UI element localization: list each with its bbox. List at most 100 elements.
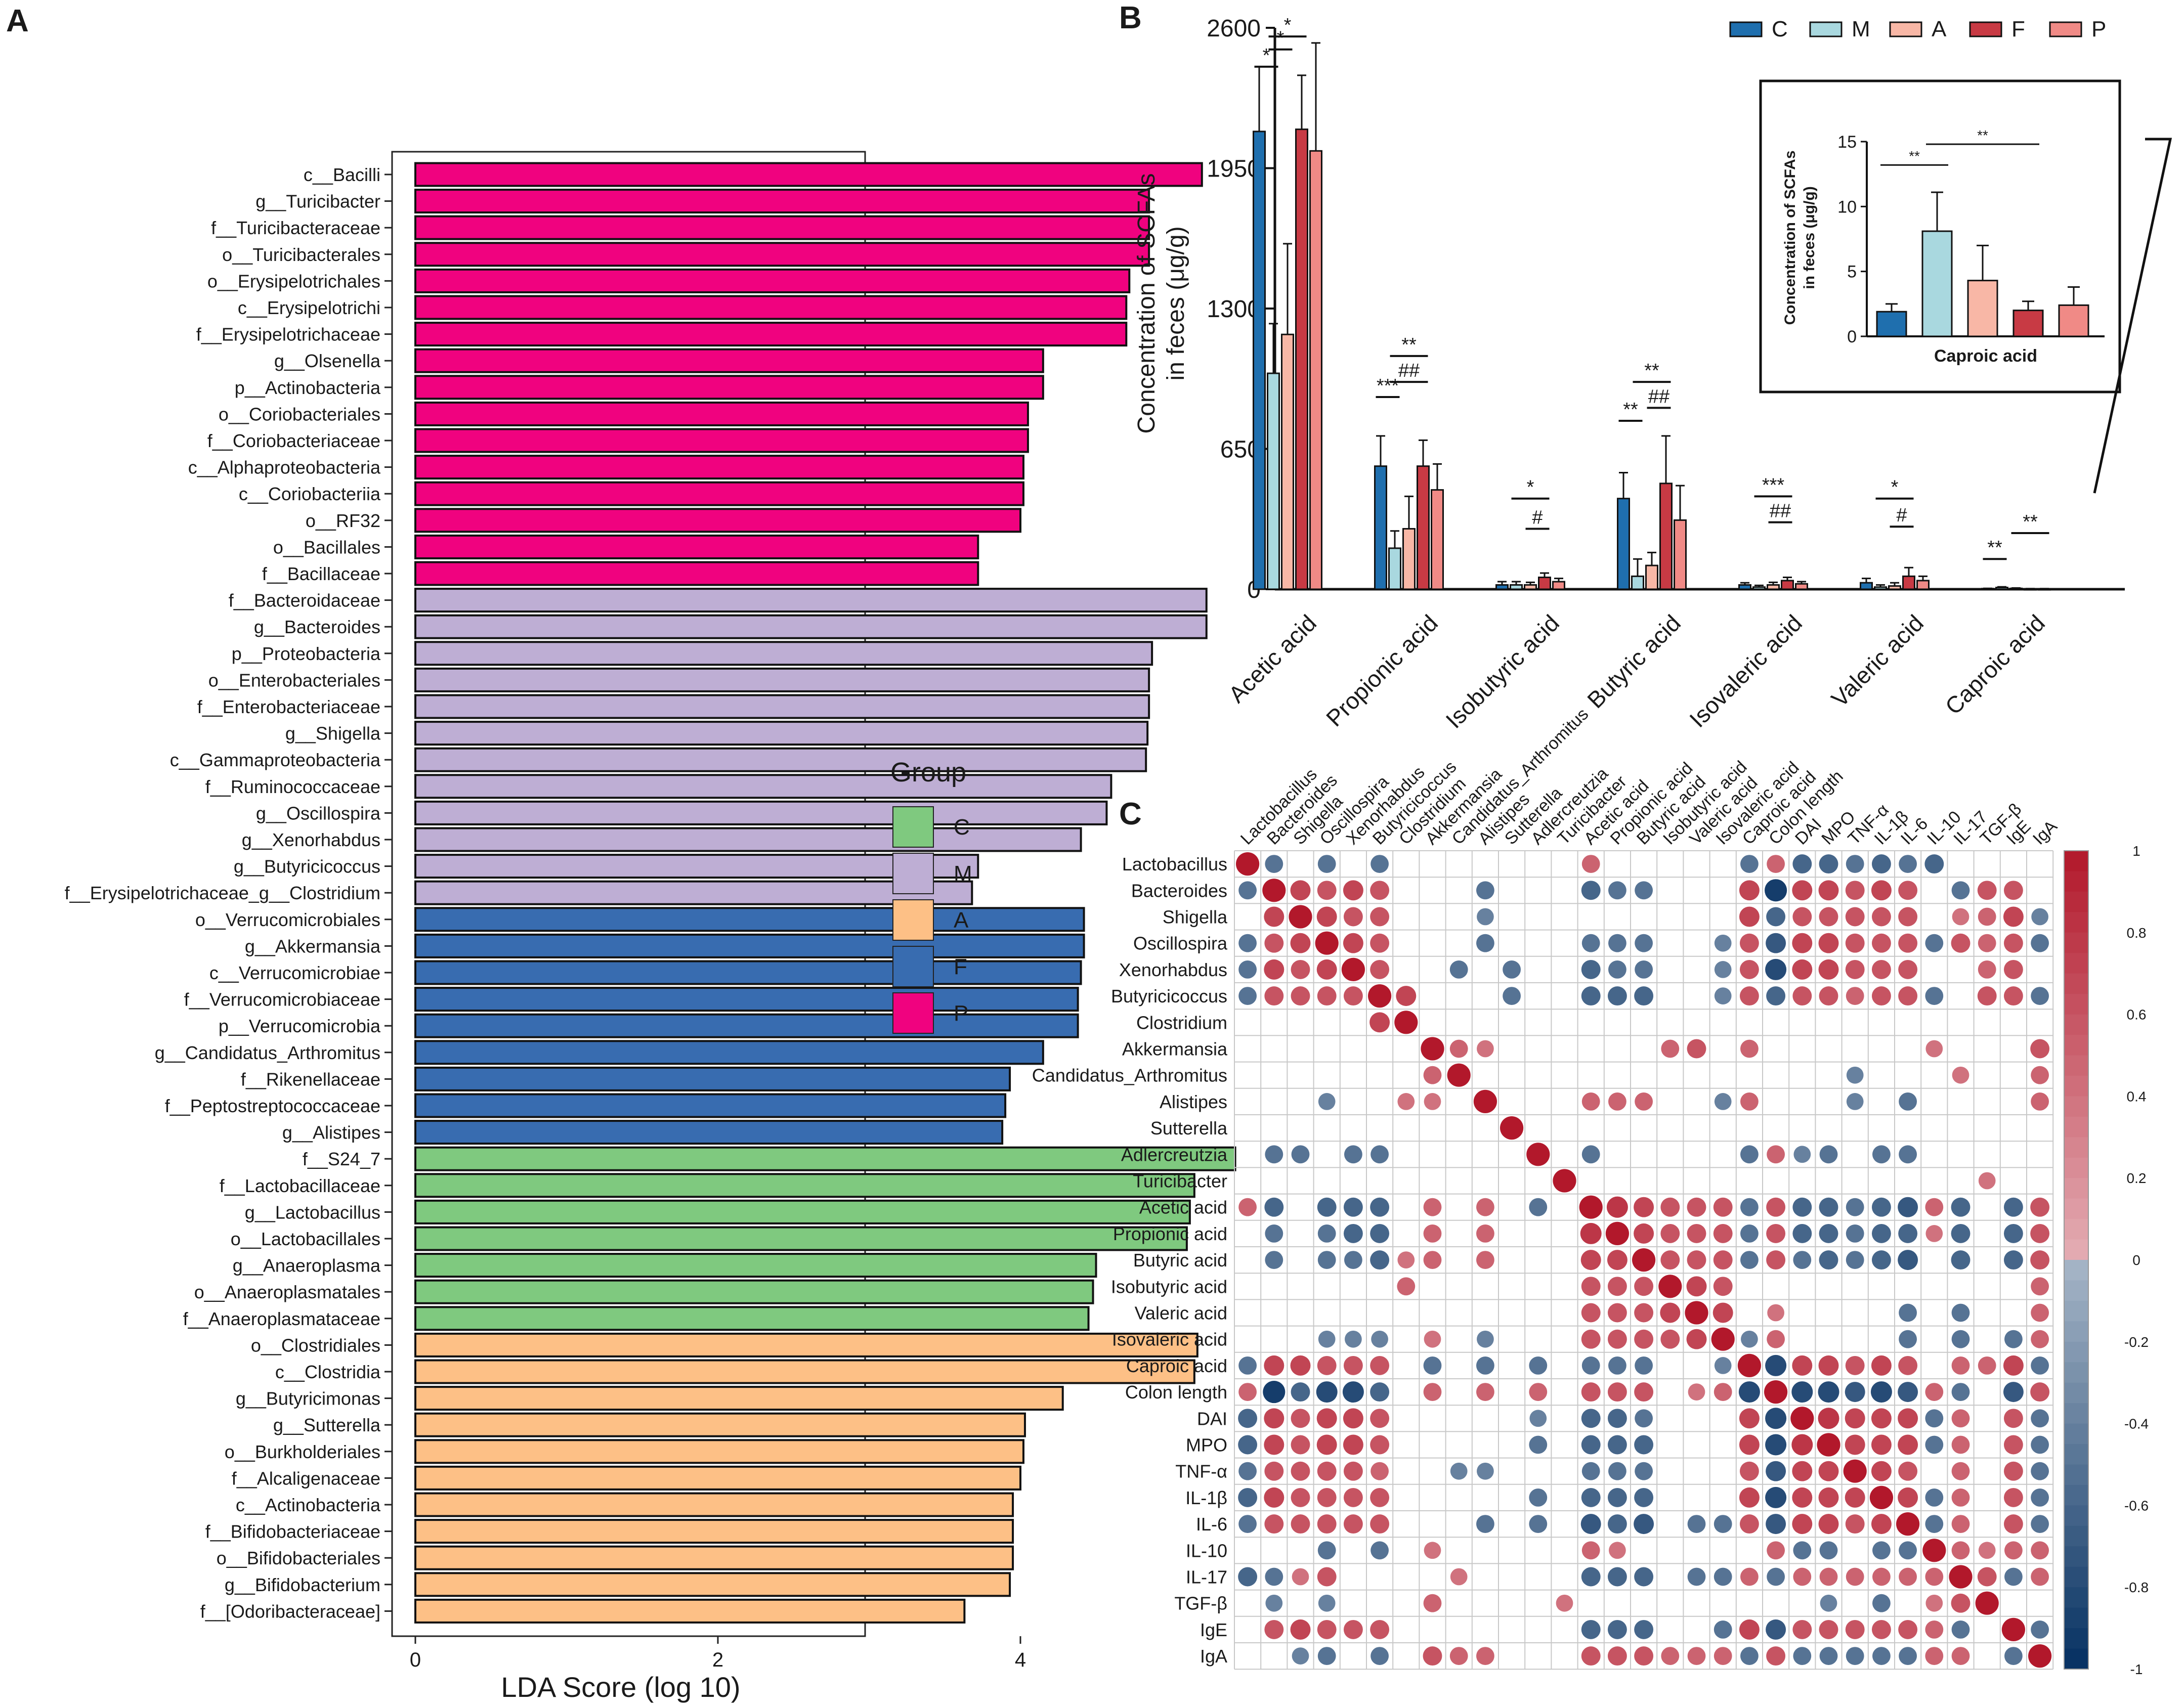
correlation-circle xyxy=(1289,905,1312,929)
correlation-circle xyxy=(1264,986,1284,1006)
heatmap-row-label: Colon length xyxy=(1125,1382,1227,1403)
lda-bar-label: f__Turicibacteraceae xyxy=(211,217,380,238)
correlation-circle xyxy=(1846,1647,1864,1666)
b-legend-swatch xyxy=(1729,21,1763,37)
lda-bar-label: f__Alcaligenaceae xyxy=(232,1468,380,1489)
correlation-circle xyxy=(1371,1145,1389,1164)
correlation-circle xyxy=(1317,1620,1337,1639)
lda-bar-label: f__S24_7 xyxy=(303,1149,380,1169)
correlation-circle xyxy=(1316,959,1337,980)
correlation-circle xyxy=(1526,1143,1550,1166)
correlation-circle xyxy=(1685,1301,1708,1325)
correlation-circle xyxy=(1714,934,1732,952)
colorbar-segment xyxy=(2064,1096,2088,1117)
heatmap-row-label: Akkermansia xyxy=(1122,1039,1228,1060)
correlation-circle xyxy=(1686,1276,1707,1297)
correlation-circle xyxy=(1792,1461,1813,1481)
correlation-circle xyxy=(1529,1410,1547,1427)
correlation-circle xyxy=(1951,1488,1970,1507)
significance-mark: *** xyxy=(1762,474,1785,496)
correlation-circle xyxy=(1925,1435,1944,1454)
scfa-bar xyxy=(1860,582,1873,590)
correlation-circle xyxy=(1714,1647,1732,1666)
correlation-circle xyxy=(1766,907,1786,927)
correlation-circle xyxy=(2004,1330,2023,1348)
correlation-circle xyxy=(1713,1277,1733,1296)
heatmap-row-label: Alistipes xyxy=(1160,1091,1227,1112)
correlation-circle xyxy=(2003,1461,2023,1481)
correlation-circle xyxy=(2030,1382,2050,1402)
lda-bar-label: f__Erysipelotrichaceae xyxy=(196,324,380,345)
lda-bar xyxy=(414,1040,1044,1065)
correlation-circle xyxy=(1819,1223,1838,1243)
correlation-circle xyxy=(1737,1353,1761,1377)
lda-bar xyxy=(414,295,1128,320)
correlation-circle xyxy=(1343,1197,1363,1217)
correlation-circle xyxy=(2004,1567,2023,1586)
correlation-circle xyxy=(1687,1039,1706,1059)
correlation-circle xyxy=(1264,1434,1284,1455)
correlation-circle xyxy=(1740,1092,1759,1111)
correlation-circle xyxy=(1714,987,1732,1004)
correlation-circle xyxy=(1792,1197,1812,1217)
inset-bar xyxy=(1876,311,1907,337)
lda-bar-label: g__Shigella xyxy=(285,723,381,744)
correlation-circle xyxy=(1343,880,1363,901)
lda-bar-label: f__Coriobacteriaceae xyxy=(207,430,380,451)
correlation-circle xyxy=(2003,959,2023,979)
correlation-circle xyxy=(1661,1039,1680,1058)
correlation-circle xyxy=(1317,881,1337,900)
b-legend-swatch xyxy=(2049,21,2082,37)
correlation-circle xyxy=(1740,1647,1759,1666)
correlation-circle xyxy=(1845,1382,1865,1403)
correlation-circle xyxy=(1713,1223,1733,1243)
correlation-circle xyxy=(1846,987,1864,1005)
correlation-circle xyxy=(1951,881,1970,900)
heatmap-row-label: Isobutyric acid xyxy=(1111,1276,1227,1297)
correlation-circle xyxy=(1899,1567,1917,1586)
lda-x-tick-label: 2 xyxy=(712,1649,723,1671)
lda-bar-label: o__Anaeroplasmatales xyxy=(194,1282,380,1302)
lda-bar-label: p__Verrucomicrobia xyxy=(219,1016,381,1036)
correlation-circle xyxy=(1767,1145,1785,1164)
heatmap-row-label: Acetic acid xyxy=(1139,1197,1227,1218)
lda-bar-label: f__[Odoribacteraceae] xyxy=(200,1601,380,1622)
lda-bar-label: g__Lactobacillus xyxy=(245,1202,380,1222)
scfa-bar xyxy=(1674,519,1687,590)
correlation-circle xyxy=(1793,1251,1812,1270)
correlation-circle xyxy=(1449,960,1468,979)
colorbar-segment xyxy=(2064,1587,2088,1608)
inset-y-tick-label: 5 xyxy=(1847,262,1857,282)
correlation-circle xyxy=(1898,1382,1918,1403)
correlation-circle xyxy=(1291,1409,1310,1428)
heatmap-row-label: TNF-α xyxy=(1175,1461,1227,1482)
correlation-circle xyxy=(1951,933,1971,953)
correlation-circle xyxy=(1872,1567,1891,1586)
significance-mark: * xyxy=(1277,28,1284,49)
correlation-circle xyxy=(1898,907,1918,927)
colorbar-segment xyxy=(2064,1505,2088,1526)
correlation-circle xyxy=(1951,1356,1970,1375)
correlation-circle xyxy=(1291,1145,1310,1164)
correlation-circle xyxy=(1264,906,1284,927)
b-y-tick-label: 2600 xyxy=(1207,15,1261,42)
correlation-circle xyxy=(1318,1330,1336,1348)
correlation-circle xyxy=(1607,1435,1627,1455)
correlation-circle xyxy=(1394,1011,1418,1034)
correlation-circle xyxy=(1846,1567,1864,1586)
lda-bar xyxy=(414,1572,1011,1597)
correlation-circle xyxy=(1370,881,1390,900)
inset-y-axis-label: Concentration of SCFAs in feces (μg/g) xyxy=(1782,150,1818,325)
lda-bar xyxy=(414,987,1079,1012)
heatmap-row-label: Caproic acid xyxy=(1126,1355,1227,1376)
correlation-circle xyxy=(1818,1461,1839,1481)
correlation-circle xyxy=(1607,1329,1627,1349)
correlation-circle xyxy=(1792,1355,1813,1376)
correlation-circle xyxy=(1316,906,1337,927)
correlation-circle xyxy=(1792,1620,1812,1639)
significance-mark: ** xyxy=(1987,537,2002,558)
correlation-circle xyxy=(1978,960,1996,979)
correlation-circle xyxy=(1714,1383,1732,1402)
correlation-circle xyxy=(1371,855,1389,873)
correlation-circle xyxy=(1292,1647,1309,1665)
